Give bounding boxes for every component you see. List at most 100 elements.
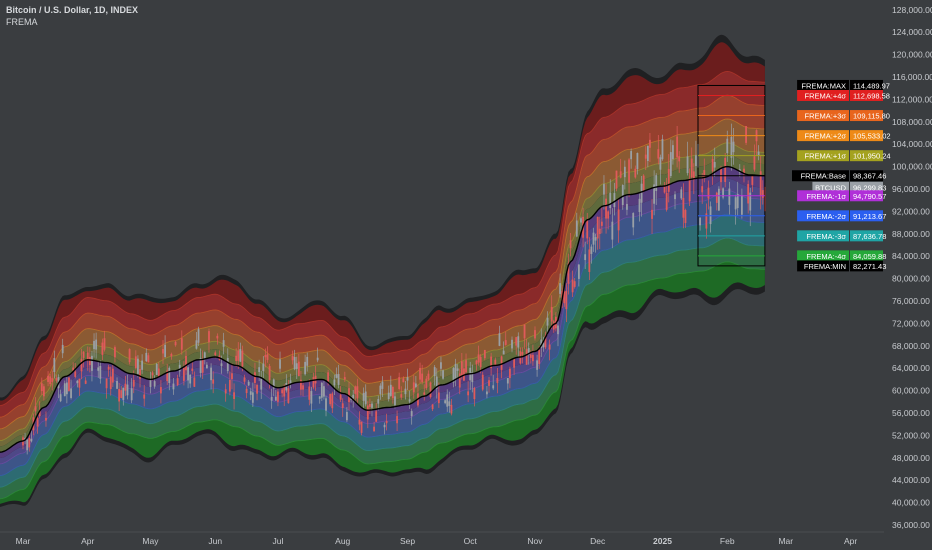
candle-body — [162, 348, 164, 354]
price-name-tag — [797, 260, 849, 272]
y-tick-label: 112,000.00 — [892, 94, 932, 104]
y-tick-label: 124,000.00 — [892, 27, 932, 37]
candle-body — [318, 396, 321, 399]
candle-body — [34, 406, 37, 412]
candle-body — [124, 383, 127, 391]
candle-body — [143, 394, 146, 399]
candle-body — [36, 418, 39, 427]
candle-body — [651, 209, 653, 219]
candle-body — [262, 363, 265, 372]
candle-body — [711, 158, 714, 172]
candle-body — [740, 195, 743, 215]
candle-body — [475, 360, 478, 365]
candle-body — [412, 382, 415, 393]
candle-body — [575, 220, 578, 237]
candle-body — [559, 283, 561, 294]
candle-body — [49, 376, 52, 385]
candle-body — [233, 392, 235, 399]
y-tick-label: 92,000.00 — [892, 206, 930, 216]
sigma-line — [0, 213, 765, 476]
candle-body — [431, 404, 434, 410]
candle-body — [149, 380, 152, 388]
candle-body — [28, 437, 31, 448]
candle-body — [51, 378, 54, 382]
y-tick-label: 64,000.00 — [892, 363, 930, 373]
candle-body — [30, 438, 33, 442]
candle-body — [287, 388, 290, 404]
x-tick-label: Feb — [720, 536, 735, 546]
candle-body — [126, 384, 129, 396]
price-value-text: 94,790.57 — [853, 192, 886, 201]
band-lower-5 — [0, 261, 765, 504]
candle-body — [628, 159, 630, 183]
candle-body — [387, 392, 390, 400]
candle-body — [592, 232, 595, 245]
candle-body — [249, 391, 252, 395]
candle-body — [586, 219, 589, 239]
candle-body — [427, 373, 430, 380]
price-name-tag — [797, 250, 849, 262]
candle-body — [304, 361, 307, 375]
candle-body — [726, 138, 729, 154]
candle-body — [53, 358, 56, 373]
candle-body — [605, 198, 607, 219]
price-name-tag — [792, 170, 849, 182]
price-name-tag — [812, 181, 849, 193]
candle-body — [366, 405, 369, 420]
candle-body — [425, 378, 428, 389]
candle-body — [364, 391, 367, 405]
candle-body — [692, 171, 695, 181]
candle-body — [695, 155, 697, 167]
candle-body — [373, 426, 375, 432]
candle-body — [734, 197, 737, 210]
candle-body — [481, 374, 484, 390]
price-name-tag — [797, 230, 849, 242]
y-tick-label: 88,000.00 — [892, 229, 930, 239]
candle-body — [132, 380, 135, 387]
x-tick-label: Apr — [81, 536, 94, 546]
candle-body — [214, 352, 217, 355]
candle-body — [141, 360, 144, 370]
candle-body — [377, 399, 380, 404]
candle-body — [166, 370, 169, 382]
candle-body — [216, 335, 219, 339]
candle-body — [492, 385, 495, 389]
candle-body — [452, 368, 455, 383]
x-tick-label: Mar — [778, 536, 793, 546]
candle-body — [707, 187, 710, 199]
candle-body — [644, 154, 647, 159]
candle-body — [274, 396, 277, 401]
candle-body — [86, 352, 89, 361]
candle-body — [26, 439, 29, 451]
candle-body — [306, 356, 309, 366]
candle-body — [78, 378, 81, 388]
candle-body — [626, 203, 628, 210]
y-tick-label: 56,000.00 — [892, 408, 930, 418]
price-name-text: FREMA:-3σ — [806, 232, 846, 241]
y-tick-label: 116,000.00 — [892, 72, 932, 82]
x-tick-label: Mar — [16, 536, 31, 546]
price-name-tag — [797, 79, 849, 91]
candle-body — [396, 416, 398, 424]
candle-body — [642, 175, 645, 192]
candle-body — [356, 386, 359, 399]
y-tick-label: 36,000.00 — [892, 520, 930, 530]
candle-body — [122, 387, 125, 400]
candle-body — [118, 389, 121, 402]
candle-body — [145, 352, 148, 362]
price-name-text: FREMA:+3σ — [804, 112, 846, 121]
price-value-text: 114,489.97 — [853, 81, 890, 90]
candle-body — [147, 355, 150, 363]
candle-body — [743, 168, 745, 175]
candle-body — [515, 337, 518, 346]
candle-body — [682, 197, 685, 218]
candle-body — [442, 370, 444, 379]
candle-body — [640, 183, 643, 203]
candle-body — [646, 145, 649, 162]
candle-body — [446, 394, 449, 407]
band-lower-4 — [0, 238, 765, 499]
price-value-tag — [850, 181, 883, 193]
candle-body — [613, 193, 616, 208]
candle-body — [406, 377, 409, 381]
